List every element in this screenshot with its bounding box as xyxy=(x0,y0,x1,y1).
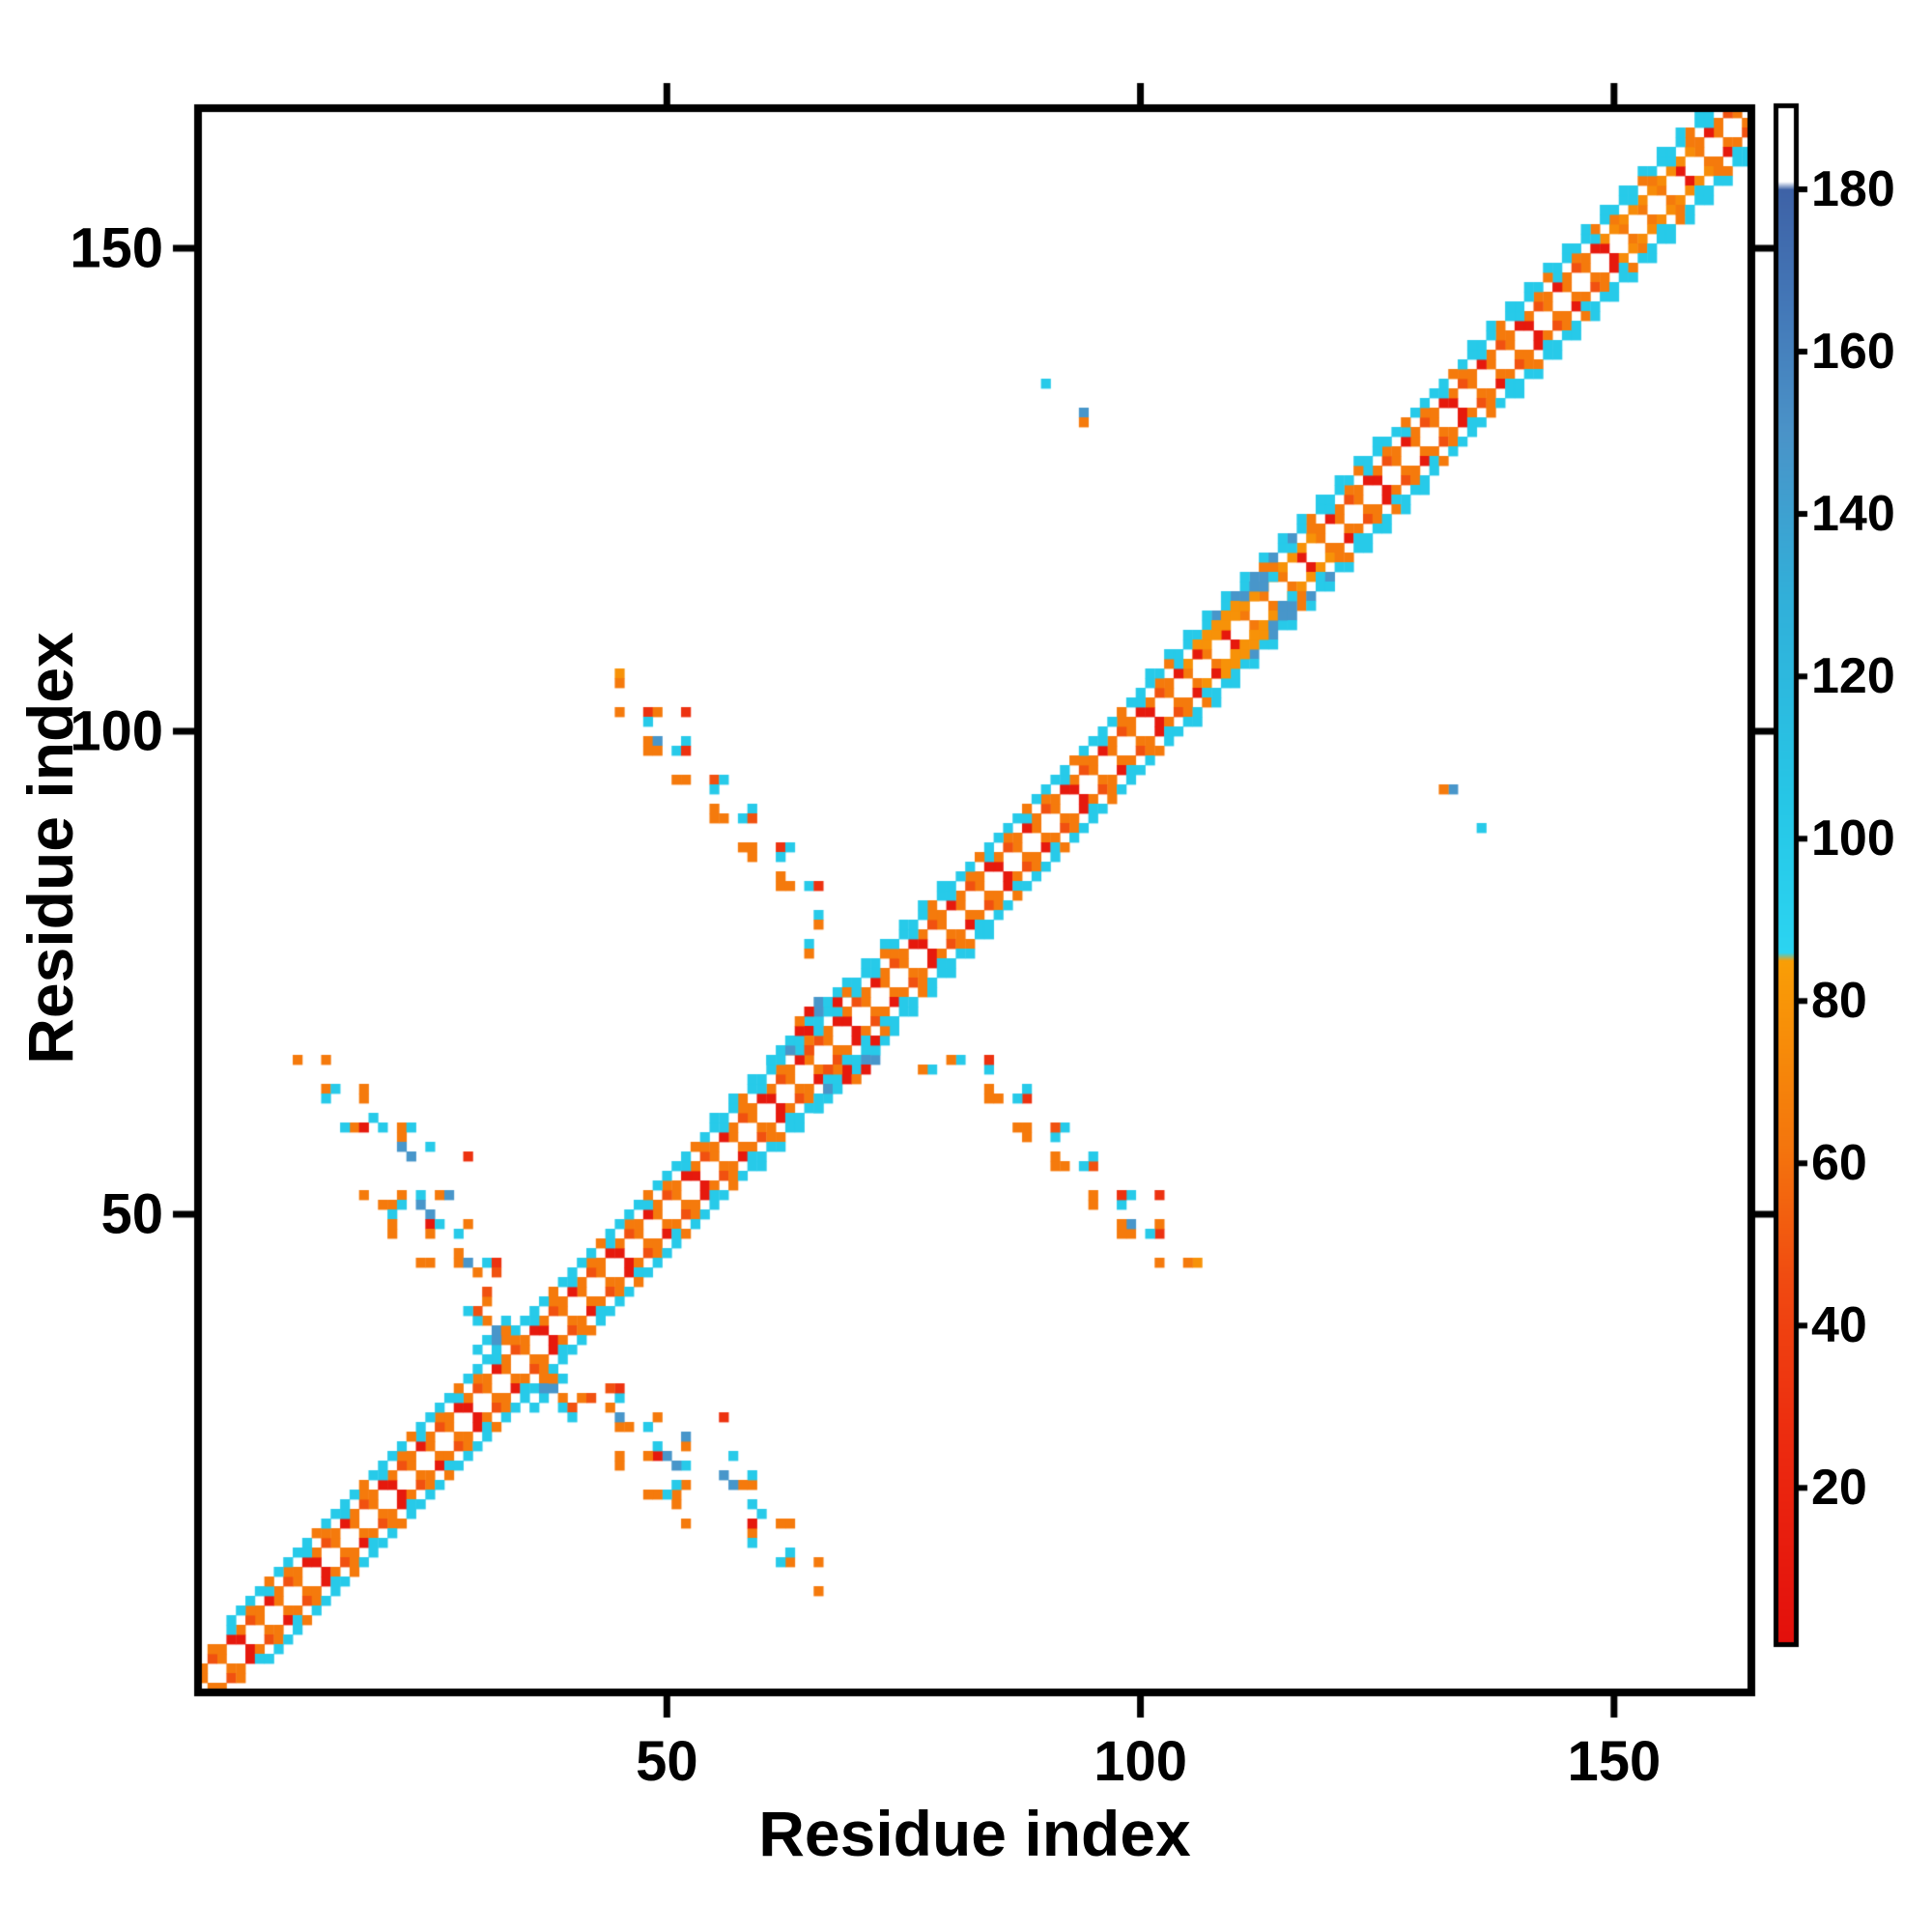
y-axis-title: Residue index xyxy=(14,632,86,1065)
colorbar-tick-label-120: 120 xyxy=(1811,648,1895,705)
colorbar-tick-label-160: 160 xyxy=(1811,324,1895,381)
x-tick-label-100: 100 xyxy=(1094,1730,1187,1793)
colorbar-tick-label-100: 100 xyxy=(1811,810,1895,867)
colorbar-tick-label-60: 60 xyxy=(1811,1135,1867,1192)
colorbar-tick-label-20: 20 xyxy=(1811,1460,1867,1517)
y-tick-label-100: 100 xyxy=(70,699,163,763)
x-axis-title: Residue index xyxy=(758,1798,1191,1869)
colorbar-tick-label-40: 40 xyxy=(1811,1297,1867,1354)
x-tick-label-50: 50 xyxy=(636,1730,698,1793)
colorbar-tick-label-140: 140 xyxy=(1811,486,1895,543)
colorbar-tick-label-180: 180 xyxy=(1811,161,1895,218)
y-tick-label-150: 150 xyxy=(70,216,163,280)
y-tick-label-50: 50 xyxy=(100,1182,163,1246)
colorbar-tick-label-80: 80 xyxy=(1811,973,1867,1030)
x-tick-label-150: 150 xyxy=(1567,1730,1662,1793)
